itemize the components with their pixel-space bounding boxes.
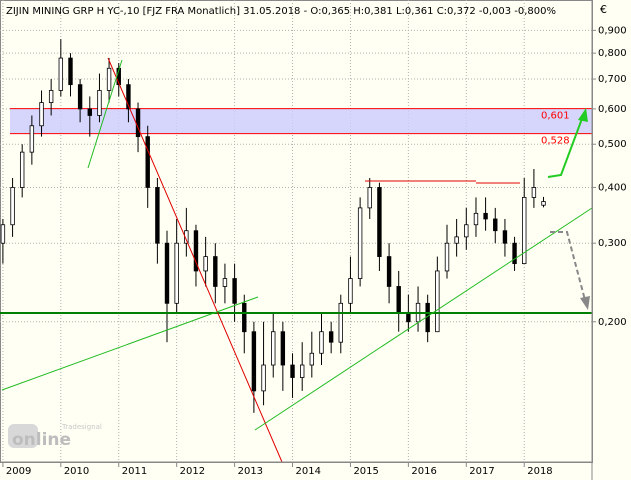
candle-body [213,256,218,287]
candle-body [483,212,488,220]
candle-body [251,331,257,392]
candle-body [522,197,527,265]
annotations [0,57,593,463]
candle-body [222,278,228,287]
candle-body [126,84,131,110]
candle-body [512,242,517,265]
candle-body [444,242,450,272]
candle-body [338,302,343,343]
uptrend-line [254,207,593,431]
candle-body [502,230,508,244]
y-unit: € [600,3,607,16]
candle-body [328,331,334,343]
x-tick-label: 2016 [411,466,436,477]
down-arrowhead [580,296,590,310]
down-arrow [550,231,586,301]
band-label: 0,528 [541,136,570,147]
candle-body [164,242,170,304]
candles [0,39,546,413]
candle-body [454,236,459,244]
candle-body [29,125,35,153]
x-tick-label: 2018 [527,466,552,477]
x-tick-label: 2010 [64,466,89,477]
candle-body [174,242,179,304]
x-tick-label: 2017 [469,466,494,477]
candle-body [145,136,150,188]
candle-body [232,278,237,304]
candle-body [386,256,392,287]
candle-body [135,108,141,138]
y-tick-label: 0,500 [598,139,627,150]
candle-body [39,102,44,127]
candle-body [493,218,498,232]
trend-line [87,59,123,169]
trend-line [1,296,259,391]
y-tick-label: 0,900 [598,25,627,36]
up-arrow [547,115,584,178]
candle-body [77,84,83,110]
band-area [10,108,592,134]
candle-body [68,57,73,86]
candle-body [377,187,382,257]
candle-body [473,212,479,226]
x-tick-label: 2011 [122,466,147,477]
candle-body [319,331,324,354]
candle-body [271,331,276,366]
y-tick-label: 0,700 [598,74,627,85]
candle-body [299,364,305,378]
band-label: 0,601 [541,111,570,122]
y-tick-label: 0,300 [598,238,627,249]
candle-body [261,364,266,392]
watermark-brand: Tradesignal [61,423,102,431]
chart-title: ZIJIN MINING GRP H YC-,10 [FJZ FRA Monat… [6,6,556,17]
candle-body [193,230,199,272]
x-tick-label: 2009 [6,466,31,477]
candle-body [367,187,372,209]
candle-body [106,67,112,91]
y-tick-label: 0,800 [598,48,627,59]
candle-body [155,187,160,244]
y-tick-label: 0,200 [598,317,627,328]
candle-body [10,187,15,226]
candle-body [19,151,25,188]
watermark-name: online [12,430,71,450]
watermark-box [8,424,38,448]
x-tick-label: 2015 [353,466,378,477]
candle-body [435,270,440,333]
candle-body [280,331,286,366]
x-tick-label: 2012 [180,466,205,477]
candle-body [357,207,363,279]
y-tick-label: 0,400 [598,182,627,193]
candle-body [58,57,64,91]
candle-body [464,224,469,238]
candle-body [396,286,401,313]
candle-body [48,90,54,103]
candle-body [348,278,353,304]
candle-body [531,187,537,198]
x-tick-label: 2014 [296,466,321,477]
x-tick-label: 2013 [238,466,263,477]
candle-body [87,108,92,116]
candle-body [203,256,208,272]
watermark: Tradesignal online [8,423,102,450]
candle-body [309,352,315,366]
up-arrowhead [578,108,588,122]
candle-body [290,364,295,378]
candle-body [0,224,6,244]
candle-body [97,90,102,116]
candle-body [541,201,546,206]
y-tick-label: 0,600 [598,104,627,115]
downtrend-line [107,57,283,463]
candle-body [242,302,247,333]
